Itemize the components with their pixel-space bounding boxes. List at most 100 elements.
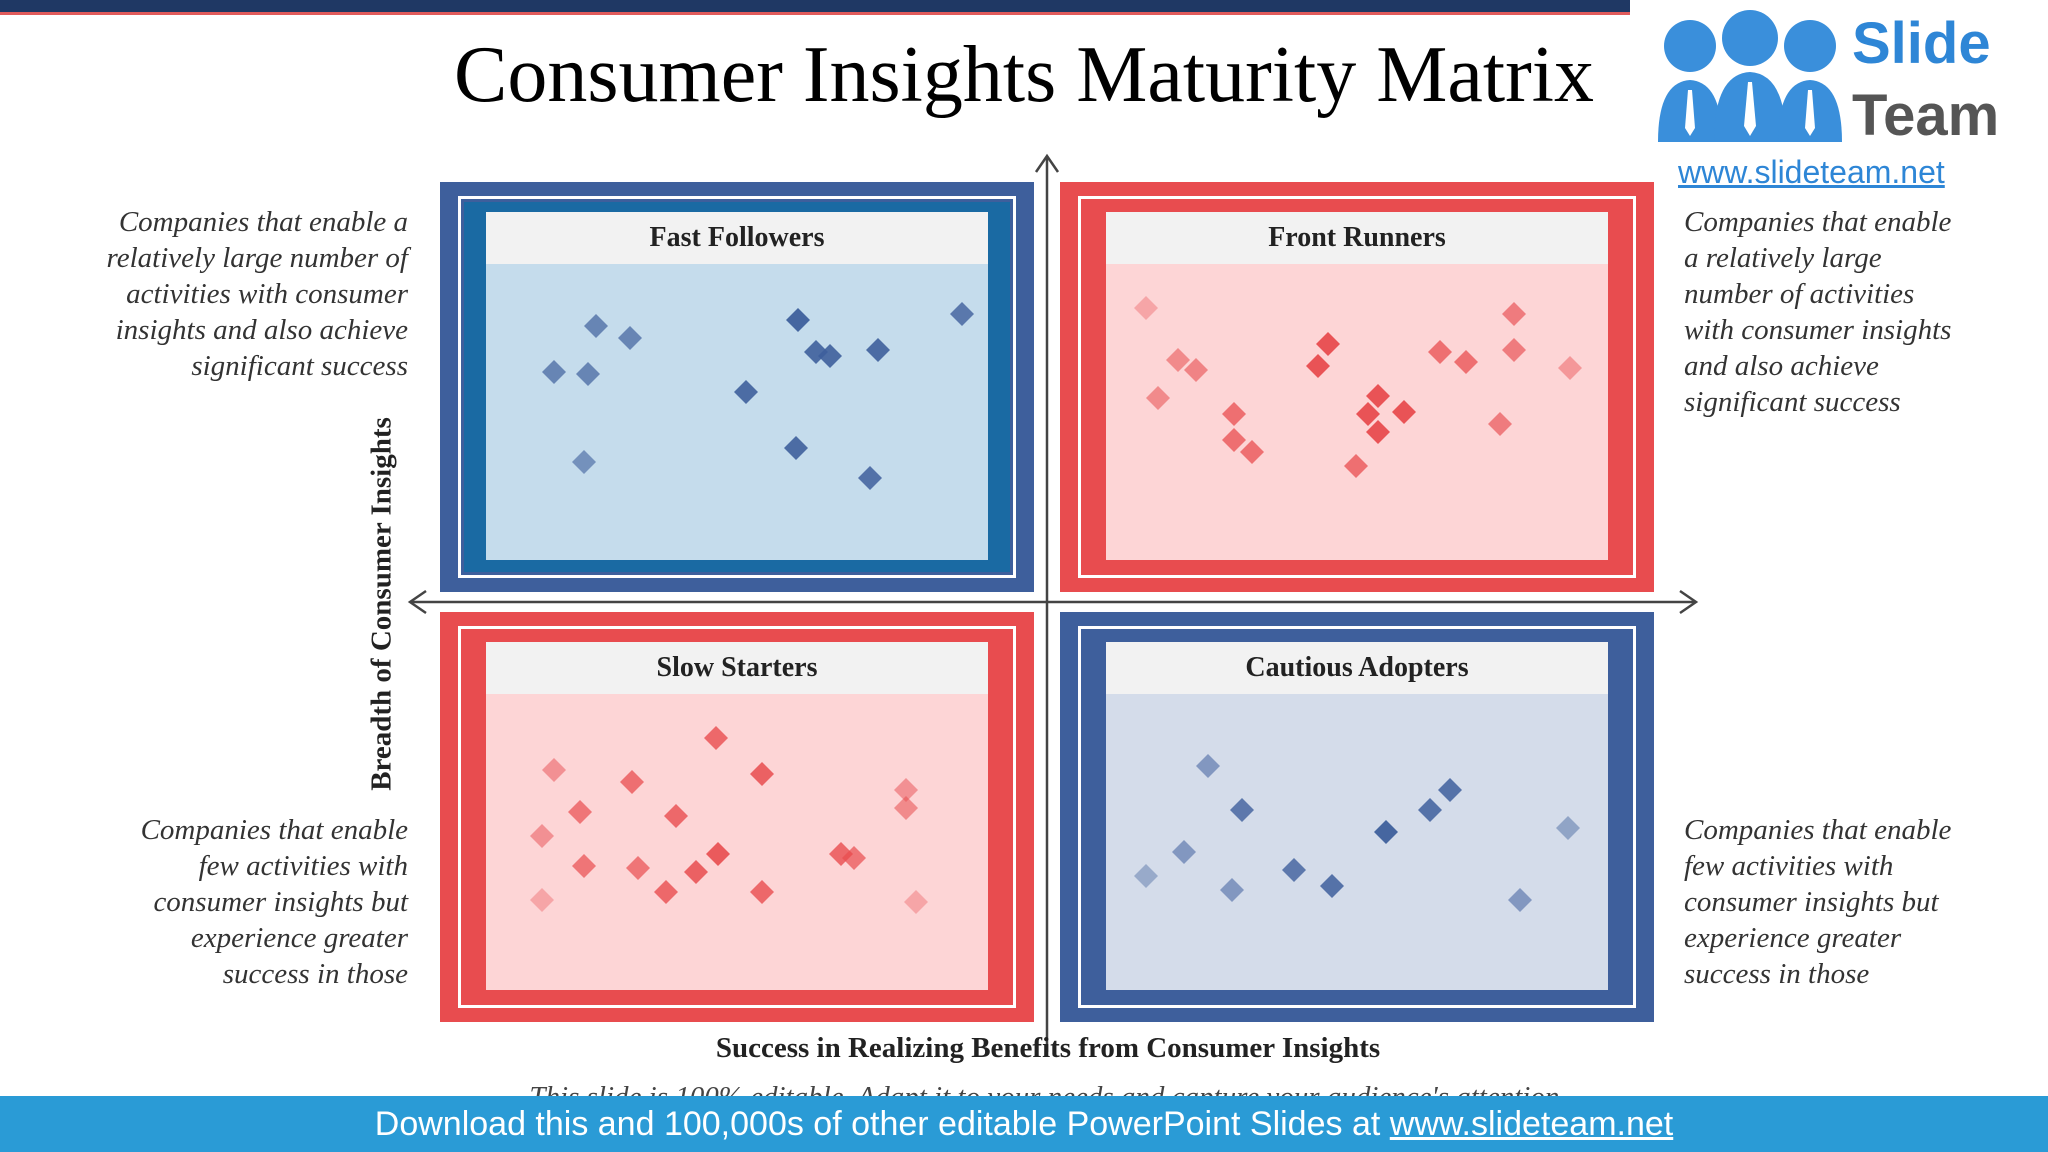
description-top-left: Companies that enable a relatively large… — [106, 206, 408, 382]
quadrant-front-runners: Front Runners — [1060, 182, 1654, 592]
panel-fast-followers: Fast Followers — [486, 212, 988, 560]
top-bar — [0, 0, 2048, 12]
diamond-marker — [1556, 816, 1580, 840]
diamond-marker — [1428, 340, 1452, 364]
editable-note: This slide is 100% editable. Adapt it to… — [0, 1080, 2048, 1096]
diamond-marker — [584, 314, 608, 338]
markers-2 — [530, 726, 928, 914]
diamond-marker — [568, 800, 592, 824]
diamond-marker — [704, 726, 728, 750]
diamond-marker — [572, 854, 596, 878]
diamond-marker — [1184, 358, 1208, 382]
panel-cautious-adopters: Cautious Adopters — [1106, 642, 1608, 990]
diamond-marker — [750, 880, 774, 904]
diamond-marker — [894, 796, 918, 820]
panel-body — [486, 694, 988, 990]
diamond-marker — [1172, 840, 1196, 864]
x-axis-label: Success in Realizing Benefits from Consu… — [715, 1032, 1381, 1064]
diamond-marker — [1222, 428, 1246, 452]
quadrant-title: Front Runners — [1106, 212, 1608, 264]
diamond-marker — [1502, 338, 1526, 362]
diamond-marker — [1316, 332, 1340, 356]
diamond-marker — [1488, 412, 1512, 436]
diamond-marker — [1134, 296, 1158, 320]
quadrant-cautious-adopters: Cautious Adopters — [1060, 612, 1654, 1022]
diamond-marker — [1320, 874, 1344, 898]
quadrant-fast-followers: Fast Followers — [440, 182, 1034, 592]
diamond-marker — [576, 362, 600, 386]
diamond-marker — [706, 842, 730, 866]
footer-text: Download this and 100,000s of other edit… — [374, 1105, 1390, 1143]
diamond-marker — [620, 770, 644, 794]
diamond-marker — [542, 758, 566, 782]
footer-link[interactable]: www.slideteam.net — [1389, 1105, 1674, 1143]
diamond-marker — [1220, 878, 1244, 902]
diamond-marker — [894, 778, 918, 802]
diamond-marker — [1196, 754, 1220, 778]
panel-front-runners: Front Runners — [1106, 212, 1608, 560]
diamond-marker — [1356, 402, 1380, 426]
diamond-marker — [1230, 798, 1254, 822]
diamond-marker — [1454, 350, 1478, 374]
diamond-marker — [530, 824, 554, 848]
description-top-right: Companies that enable a relatively large… — [1684, 206, 1952, 418]
top-bar-accent — [0, 12, 2048, 15]
diamond-marker — [1392, 400, 1416, 424]
logo-text-slide: Slide — [1852, 11, 1991, 76]
diamond-marker — [1146, 386, 1170, 410]
logo-url-link[interactable]: www.slideteam.net — [1678, 154, 1945, 190]
diamond-marker — [858, 466, 882, 490]
diamond-marker — [818, 344, 842, 368]
markers-0 — [542, 302, 974, 490]
diamond-marker — [654, 880, 678, 904]
diamond-marker — [1306, 354, 1330, 378]
diamond-marker — [950, 302, 974, 326]
diamond-marker — [530, 888, 554, 912]
diamond-marker — [1282, 858, 1306, 882]
diamond-marker — [1366, 384, 1390, 408]
diamond-marker — [1344, 454, 1368, 478]
logo-text-team: Team — [1852, 83, 2000, 148]
diamond-marker — [1166, 348, 1190, 372]
diamond-marker — [734, 380, 758, 404]
panel-body — [1106, 264, 1608, 560]
diamond-marker — [904, 890, 928, 914]
diamond-marker — [842, 846, 866, 870]
diamond-marker — [1438, 778, 1462, 802]
diamond-marker — [618, 326, 642, 350]
slide-title: Consumer Insights Maturity Matrix — [454, 31, 1594, 119]
diamond-marker — [786, 308, 810, 332]
quadrant-title: Fast Followers — [486, 212, 988, 264]
panel-slow-starters: Slow Starters — [486, 642, 988, 990]
description-bottom-right: Companies that enable few activities wit… — [1684, 814, 1952, 990]
diamond-marker — [1502, 302, 1526, 326]
diamond-marker — [784, 436, 808, 460]
diamond-marker — [1418, 798, 1442, 822]
diamond-marker — [664, 804, 688, 828]
people-logo-icon — [1658, 10, 1842, 142]
quadrant-slow-starters: Slow Starters — [440, 612, 1034, 1022]
diamond-marker — [626, 856, 650, 880]
diamond-marker — [750, 762, 774, 786]
diamond-marker — [1366, 420, 1390, 444]
footer-banner[interactable]: Download this and 100,000s of other edit… — [0, 1096, 2048, 1152]
diamond-marker — [1558, 356, 1582, 380]
description-bottom-left: Companies that enable few activities wit… — [140, 814, 408, 990]
y-axis-label: Breadth of Consumer Insights — [365, 417, 398, 791]
diamond-marker — [572, 450, 596, 474]
diamond-marker — [542, 360, 566, 384]
markers-1 — [1134, 296, 1582, 478]
quadrant-title: Cautious Adopters — [1106, 642, 1608, 694]
diamond-marker — [1222, 402, 1246, 426]
diamond-marker — [866, 338, 890, 362]
diamond-marker — [1508, 888, 1532, 912]
diamond-marker — [684, 860, 708, 884]
panel-body — [1106, 694, 1608, 990]
slideteam-logo[interactable]: Slide Team www.slideteam.net — [1630, 0, 2048, 200]
diamond-marker — [1240, 440, 1264, 464]
markers-3 — [1134, 754, 1580, 912]
panel-body — [486, 264, 988, 560]
quadrant-title: Slow Starters — [486, 642, 988, 694]
diamond-marker — [1374, 820, 1398, 844]
diamond-marker — [1134, 864, 1158, 888]
